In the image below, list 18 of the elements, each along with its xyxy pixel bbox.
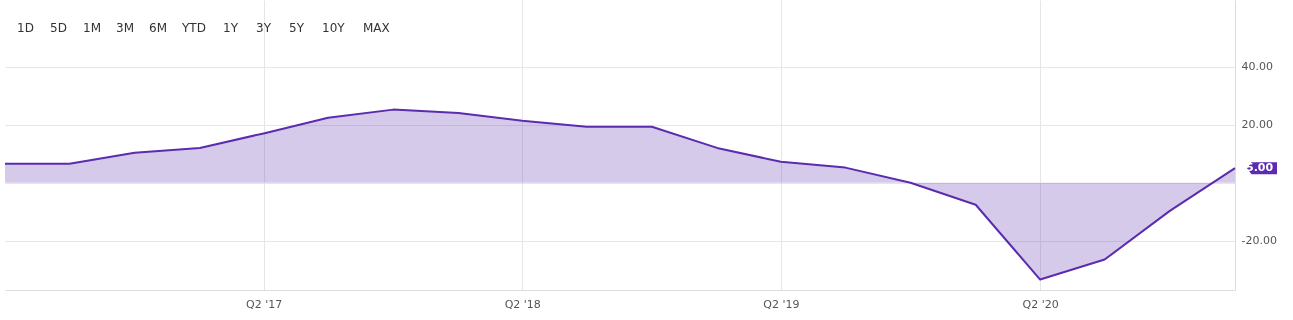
annotation: 3M xyxy=(116,21,134,35)
x-tick-label: Q2 '19 xyxy=(763,297,800,311)
annotation: 3Y xyxy=(256,21,272,35)
annotation: 1D xyxy=(17,21,34,35)
annotation: YTD xyxy=(181,21,206,35)
annotation: 5D xyxy=(50,21,67,35)
x-tick-label: Q2 '17 xyxy=(246,297,283,311)
annotation: MAX xyxy=(363,21,390,35)
annotation: 1Y xyxy=(223,21,239,35)
annotation: 5Y xyxy=(289,21,305,35)
annotation: 1M xyxy=(83,21,101,35)
y-tick-label: -20.00 xyxy=(1241,234,1277,248)
annotation: 6M xyxy=(149,21,167,35)
x-tick-label: Q2 '18 xyxy=(504,297,541,311)
y-tick-label: 20.00 xyxy=(1241,118,1273,132)
annotation: 10Y xyxy=(322,21,346,35)
y-tick-label: 40.00 xyxy=(1241,60,1273,74)
x-tick-label: Q2 '20 xyxy=(1022,297,1059,311)
